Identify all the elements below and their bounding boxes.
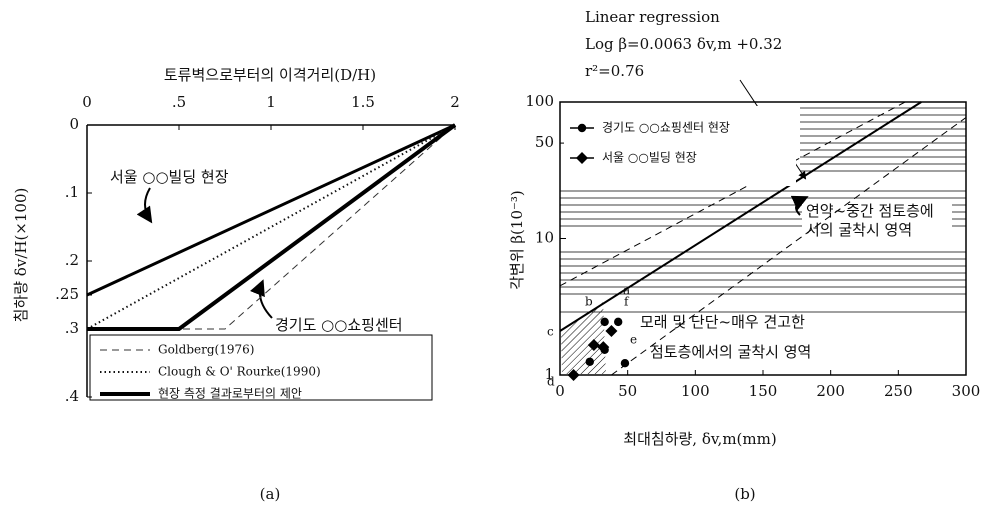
x-tick-label: 50 — [618, 382, 637, 400]
annotation-arrow — [250, 279, 273, 319]
annotation: 연약~중간 점토층에 — [806, 202, 934, 220]
caption: (a) — [260, 485, 281, 503]
x-tick-label: 0 — [555, 382, 565, 400]
bound-line — [559, 101, 906, 287]
annotation: 점토층에서의 굴착시 영역 — [650, 343, 811, 361]
legend-box — [89, 334, 433, 401]
x-tick-label: 150 — [749, 382, 778, 400]
x-tick-label: 0 — [82, 93, 92, 111]
caption: (b) — [734, 485, 755, 503]
y-tick-label: 50 — [535, 133, 554, 151]
point-circle — [585, 357, 594, 366]
bound-line — [559, 101, 922, 332]
annotation-arrow — [136, 187, 153, 224]
point-diamond — [597, 341, 610, 354]
x-tick-label: 1.5 — [351, 93, 375, 111]
y-tick-label: 100 — [525, 92, 554, 110]
annotated-line — [86, 123, 456, 297]
x-tick-label: .5 — [172, 93, 186, 111]
point-label: f — [624, 295, 630, 309]
y-axis-label: 침하량 δv/H(×100) — [12, 188, 30, 323]
point-circle — [613, 317, 623, 327]
legend-label: 경기도 ○○쇼핑센터 현장 — [602, 121, 730, 135]
x-tick-label: 2 — [450, 93, 460, 111]
annotation-bg — [802, 204, 952, 240]
x-axis-label: 최대침하량, δv,m(mm) — [623, 430, 776, 448]
y-tick-label: 0 — [69, 115, 79, 133]
y-tick-label: .2 — [65, 251, 79, 269]
series-line — [87, 124, 456, 330]
bound-line — [611, 117, 967, 376]
annotation-bg — [646, 344, 836, 362]
x-tick-label: 200 — [816, 382, 845, 400]
point-label: a — [623, 284, 630, 298]
y-tick-label: .3 — [65, 319, 79, 337]
point-circle — [577, 123, 587, 133]
legend-label: Goldberg(1976) — [158, 343, 254, 357]
annotation-bg — [636, 314, 816, 332]
title-line: r²=0.76 — [585, 62, 644, 80]
point-diamond — [576, 152, 588, 164]
point-label: c — [547, 325, 554, 339]
point-diamond — [567, 369, 580, 381]
x-tick-label: 100 — [681, 382, 710, 400]
series-line — [86, 124, 456, 330]
x-tick-label: 1 — [266, 93, 276, 111]
legend-label: 현장 측정 결과로부터의 제안 — [158, 387, 302, 401]
legend-box — [564, 106, 796, 186]
point-label: d — [547, 375, 555, 389]
annotation: 서의 굴착시 영역 — [806, 221, 912, 239]
annotation: 모래 및 단단~매우 견고한 — [640, 313, 805, 331]
y-tick-label: 10 — [535, 229, 554, 247]
point-label: b — [585, 295, 593, 309]
point-diamond — [605, 325, 618, 338]
y-tick-label: 1 — [544, 365, 554, 383]
title-line: Linear regression — [585, 8, 720, 26]
point-diamond — [587, 338, 600, 351]
x-axis-label: 토류벽으로부터의 이격거리(D/H) — [164, 66, 376, 84]
series-line — [87, 123, 457, 331]
x-tick-label: 300 — [952, 382, 981, 400]
y-tick-label: .25 — [55, 285, 79, 303]
shaded-region — [561, 302, 606, 374]
y-tick-label: .1 — [65, 183, 79, 201]
annotation: 경기도 ○○쇼핑센터 — [275, 316, 403, 334]
annotation: 서울 ○○빌딩 현장 — [110, 168, 229, 186]
legend-label: 서울 ○○빌딩 현장 — [602, 151, 697, 165]
annotation-arrow — [790, 195, 809, 216]
point-circle — [600, 317, 609, 327]
y-tick-label: .4 — [65, 387, 79, 405]
title-line: Log β=0.0063 δv,m +0.32 — [585, 35, 782, 53]
point-label: e — [630, 333, 637, 347]
y-axis-label: 각변위 β(10⁻³) — [508, 190, 526, 290]
x-tick-label: 250 — [884, 382, 913, 400]
point-circle — [620, 359, 630, 368]
legend-label: Clough & O' Rourke(1990) — [158, 365, 321, 379]
